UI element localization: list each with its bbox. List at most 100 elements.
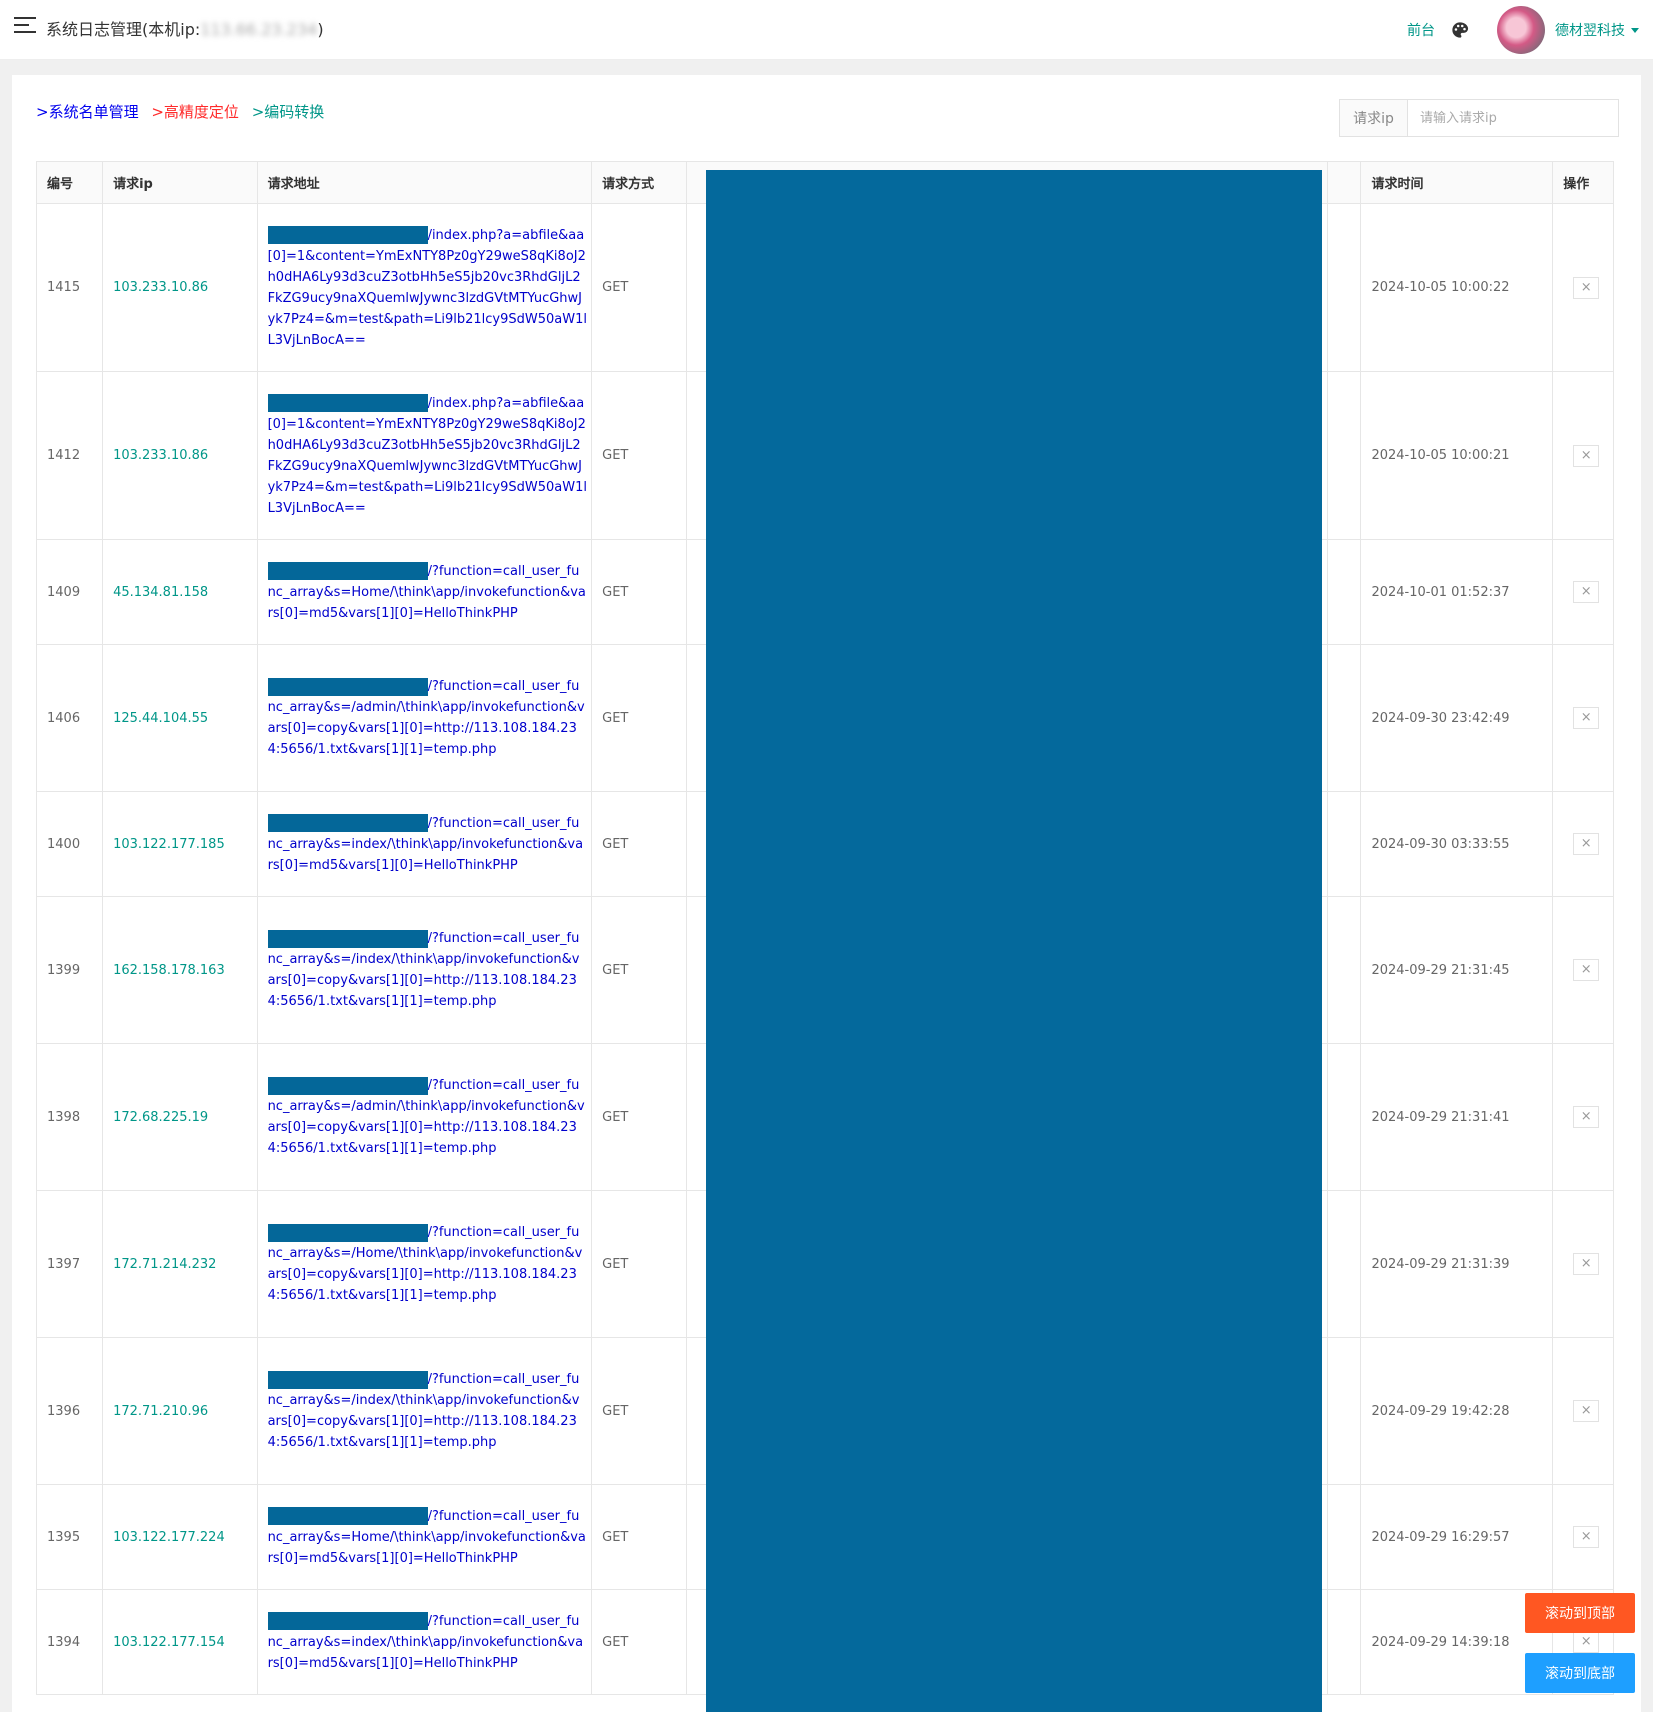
row-time: 2024-10-05 10:00:21 [1360,371,1554,540]
row-time: 2024-10-01 01:52:37 [1360,539,1554,645]
row-hidden-cell [1327,1589,1362,1695]
delete-button[interactable]: × [1573,1631,1600,1653]
row-ip: 103.122.177.185 [102,791,258,897]
user-name[interactable]: 德材翌科技 [1555,23,1625,39]
row-method: GET [591,1043,687,1191]
search-label: 请求ip [1340,100,1408,136]
row-ip: 103.122.177.224 [102,1484,258,1590]
delete-button[interactable]: × [1573,1106,1600,1128]
row-time: 2024-09-29 21:31:39 [1360,1190,1554,1338]
row-url-text[interactable]: /?function=call_user_func_array&s=/index… [267,931,580,1009]
row-id: 1409 [35,539,104,645]
row-action: × [1552,203,1614,372]
hamburger-menu-icon[interactable] [14,17,36,35]
breadcrumb-link-encoding[interactable]: >编码转换 [251,103,325,121]
row-url[interactable]: /?function=call_user_func_array&s=Home/\… [256,539,593,645]
row-action: × [1552,539,1614,645]
row-url[interactable]: /?function=call_user_func_array&s=index/… [256,1589,593,1695]
row-id: 1398 [35,1043,104,1191]
row-url-text[interactable]: /?function=call_user_func_array&s=/admin… [267,1078,585,1156]
url-host-mask [267,677,428,696]
delete-button[interactable]: × [1573,1526,1600,1548]
row-url[interactable]: /index.php?a=abfile&aa[0]=1&content=YmEx… [256,203,593,372]
breadcrumb: >系统名单管理 >高精度定位 >编码转换 [36,101,332,122]
delete-button[interactable]: × [1573,581,1600,603]
scroll-to-bottom-button[interactable]: 滚动到底部 [1525,1653,1635,1693]
row-action: × [1552,896,1614,1044]
row-url[interactable]: /?function=call_user_func_array&s=/Home/… [256,1190,593,1338]
row-method: GET [591,1190,687,1338]
row-method: GET [591,791,687,897]
row-url-text[interactable]: /?function=call_user_func_array&s=/Home/… [267,1225,583,1303]
row-url-text[interactable]: /?function=call_user_func_array&s=Home/\… [267,563,586,621]
delete-button[interactable]: × [1573,707,1600,729]
row-url[interactable]: /?function=call_user_func_array&s=/index… [256,896,593,1044]
row-url[interactable]: /?function=call_user_func_array&s=/admin… [256,644,593,792]
row-hidden-cell [1327,896,1362,1044]
row-hidden-cell [1327,371,1362,540]
column-header-ip: 请求ip [102,161,258,204]
column-header-action: 操作 [1552,161,1614,204]
chevron-down-icon[interactable] [1631,27,1639,33]
row-url-text[interactable]: /?function=call_user_func_array&s=index/… [267,1613,584,1671]
row-id: 1406 [35,644,104,792]
delete-button[interactable]: × [1573,1400,1600,1422]
row-url[interactable]: /?function=call_user_func_array&s=index/… [256,791,593,897]
url-host-mask [267,1076,428,1095]
row-id: 1415 [35,203,104,372]
column-header-url: 请求地址 [256,161,593,204]
row-id: 1400 [35,791,104,897]
scroll-to-top-button[interactable]: 滚动到顶部 [1525,1593,1635,1633]
row-url-text[interactable]: /index.php?a=abfile&aa[0]=1&content=YmEx… [267,395,587,516]
row-method: GET [591,896,687,1044]
row-url[interactable]: /?function=call_user_func_array&s=/index… [256,1337,593,1485]
url-host-mask [267,562,428,580]
breadcrumb-link-geolocation[interactable]: >高精度定位 [151,103,239,121]
row-time: 2024-09-29 21:31:45 [1360,896,1554,1044]
row-hidden-cell [1327,1484,1362,1590]
row-ip: 172.71.210.96 [102,1337,258,1485]
row-time: 2024-09-29 21:31:41 [1360,1043,1554,1191]
row-action: × [1552,791,1614,897]
row-ip: 172.71.214.232 [102,1190,258,1338]
row-url-text[interactable]: /?function=call_user_func_array&s=/index… [267,1372,580,1450]
delete-button[interactable]: × [1573,1253,1600,1275]
row-method: GET [591,371,687,540]
url-host-mask [267,1370,428,1389]
url-host-mask [267,394,428,412]
row-hidden-cell [1327,791,1362,897]
row-method: GET [591,644,687,792]
delete-button[interactable]: × [1573,444,1600,467]
breadcrumb-link-whitelist[interactable]: >系统名单管理 [36,103,139,121]
delete-button[interactable]: × [1573,959,1600,981]
row-id: 1412 [35,371,104,540]
row-url-text[interactable]: /index.php?a=abfile&aa[0]=1&content=YmEx… [267,227,587,348]
row-url-text[interactable]: /?function=call_user_func_array&s=/admin… [267,679,585,757]
url-host-mask [267,1507,428,1525]
row-hidden-cell [1327,539,1362,645]
row-url[interactable]: /index.php?a=abfile&aa[0]=1&content=YmEx… [256,371,593,540]
row-id: 1399 [35,896,104,1044]
row-action: × [1552,1043,1614,1191]
row-url[interactable]: /?function=call_user_func_array&s=Home/\… [256,1484,593,1590]
local-ip: 113.66.23.234 [200,20,318,39]
row-time: 2024-09-29 19:42:28 [1360,1337,1554,1485]
row-ip: 103.122.177.154 [102,1589,258,1695]
palette-icon[interactable] [1451,21,1469,39]
row-time: 2024-09-29 16:29:57 [1360,1484,1554,1590]
delete-button[interactable]: × [1573,276,1600,299]
front-link[interactable]: 前台 [1407,23,1435,39]
avatar[interactable] [1497,6,1545,54]
redaction-overlay [706,170,1322,1712]
row-hidden-cell [1327,1337,1362,1485]
url-host-mask [267,1612,428,1630]
column-header-hidden [1327,161,1362,204]
row-url[interactable]: /?function=call_user_func_array&s=/admin… [256,1043,593,1191]
row-url-text[interactable]: /?function=call_user_func_array&s=Home/\… [267,1508,586,1566]
delete-button[interactable]: × [1573,833,1600,855]
search-input[interactable] [1408,100,1618,136]
row-ip: 45.134.81.158 [102,539,258,645]
table-row: 1409 45.134.81.158/?function=call_user_fu… [35,539,1614,645]
row-id: 1394 [35,1589,104,1695]
row-url-text[interactable]: /?function=call_user_func_array&s=index/… [267,815,584,873]
